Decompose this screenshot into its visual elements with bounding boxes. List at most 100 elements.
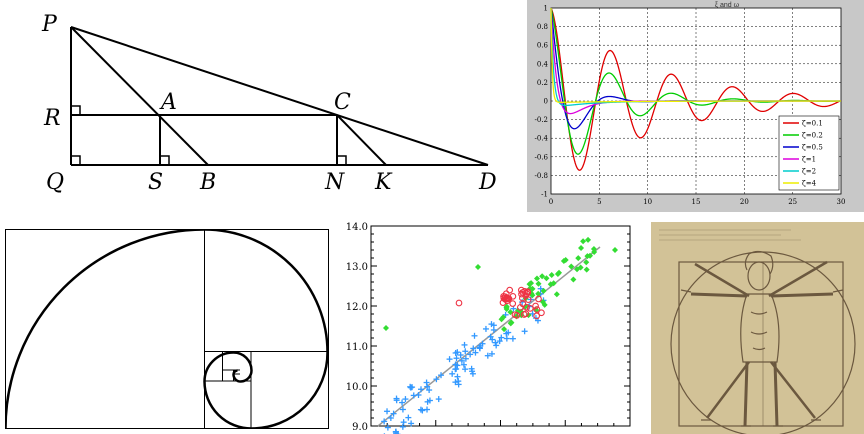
point-blue: [390, 410, 397, 417]
y-tick-label: 0.4: [537, 60, 549, 68]
point-red: [517, 286, 525, 294]
point-green: [553, 291, 560, 298]
legend-label: ζ=0.1: [802, 120, 823, 128]
point-blue: [476, 345, 483, 352]
point-blue: [470, 345, 477, 352]
point-blue: [492, 339, 499, 346]
torso: [740, 293, 780, 363]
legend-box: [778, 115, 840, 191]
point-red: [524, 296, 532, 303]
point-blue: [426, 387, 433, 394]
point-blue: [479, 340, 486, 347]
curve-zeta-0: [550, 7, 842, 171]
y-axis-ticks: 1 0.8 0.6 0.4 0.2 0 -0.2 -0.4 -0.6 -0.8 -1: [535, 5, 549, 199]
point-blue: [484, 352, 491, 359]
point-green: [583, 266, 590, 273]
point-blue: [402, 396, 409, 403]
point-red: [523, 290, 531, 298]
legend-label: ζ=4: [802, 180, 817, 188]
point-blue: [471, 332, 478, 339]
point-blue: [487, 333, 494, 340]
point-blue: [452, 349, 459, 356]
point-green: [508, 319, 515, 326]
point-blue: [417, 406, 424, 413]
point-blue: [452, 379, 459, 386]
point-blue: [454, 373, 461, 380]
point-blue: [537, 285, 544, 292]
point-blue: [521, 328, 528, 335]
x-tick-label: 20: [740, 198, 749, 206]
point-blue: [399, 423, 406, 430]
point-green: [548, 272, 555, 279]
parchment-background: [651, 222, 864, 434]
point-red: [523, 303, 530, 311]
subdivision-lines: [204, 229, 329, 429]
x-tick-label: 0: [549, 198, 553, 206]
point-red: [503, 297, 511, 305]
golden-spiral: [5, 229, 329, 429]
point-green: [535, 280, 542, 287]
point-blue: [458, 357, 465, 364]
point-red: [526, 305, 534, 312]
scatter-tick-marks: [371, 225, 630, 427]
point-blue: [452, 361, 459, 368]
scatter-y-ticks: 14.0 13.0 12.0 11.0 10.0 9.0: [346, 222, 368, 433]
y-tick-label: -0.8: [535, 172, 549, 180]
point-blue: [407, 384, 414, 391]
scatter-y-tick-label: 10.0: [346, 382, 368, 393]
point-green: [580, 238, 587, 245]
right-angle-q: [71, 155, 81, 165]
legend-label: ζ=2: [802, 168, 816, 176]
response-curves: [550, 7, 842, 171]
point-blue: [435, 396, 442, 403]
point-green: [540, 287, 547, 294]
x-tick-label: 15: [692, 198, 701, 206]
point-green: [577, 264, 584, 271]
label-s: S: [148, 170, 163, 195]
point-green: [534, 275, 541, 282]
scatter-y-tick-label: 12.0: [346, 302, 368, 313]
point-blue: [453, 355, 460, 362]
x-tick-label: 30: [837, 198, 846, 206]
line-ck: [336, 114, 387, 166]
y-tick-label: -1: [541, 191, 548, 199]
point-blue: [399, 399, 406, 406]
point-green: [539, 273, 546, 280]
point-red: [509, 300, 517, 307]
y-tick-label: 0.8: [537, 23, 548, 31]
legend: ζ=0.1 ζ=0.2 ζ=0.5 ζ=1 ζ=2 ζ=4: [783, 120, 823, 188]
point-red: [519, 300, 527, 308]
label-b: B: [199, 170, 216, 195]
point-blue: [490, 326, 497, 333]
point-blue: [472, 349, 479, 356]
spiral-curve: [5, 229, 329, 429]
legend-label: ζ=1: [802, 156, 816, 164]
point-blue: [455, 381, 462, 388]
y-tick-label: 0: [544, 98, 548, 106]
point-green: [547, 281, 554, 288]
point-blue: [469, 370, 476, 377]
point-red: [533, 306, 541, 313]
point-green: [541, 301, 548, 308]
point-red: [499, 299, 507, 307]
damping-response-plot: ξ and ω 0 5 10 15 20 25 30 1 0.8 0.6 0.4 0.2 0 -0.2 -…: [527, 0, 864, 212]
point-blue: [493, 342, 500, 349]
y-tick-label: -0.6: [535, 153, 549, 161]
right-angle-s: [160, 155, 170, 165]
scatter-y-tick-label: 13.0: [346, 262, 368, 273]
label-a: A: [159, 90, 177, 115]
point-blue: [381, 418, 388, 425]
point-green: [550, 280, 557, 287]
point-red: [520, 311, 528, 318]
point-blue: [488, 350, 495, 357]
y-tick-label: -0.2: [535, 116, 549, 124]
point-red: [511, 311, 519, 319]
point-green: [556, 269, 563, 276]
x-tick-label: 25: [788, 198, 797, 206]
point-blue: [399, 406, 406, 413]
legs-spread: [706, 361, 816, 419]
point-blue: [438, 372, 445, 379]
point-green: [383, 325, 389, 331]
point-blue: [387, 414, 394, 421]
point-blue: [446, 356, 453, 363]
